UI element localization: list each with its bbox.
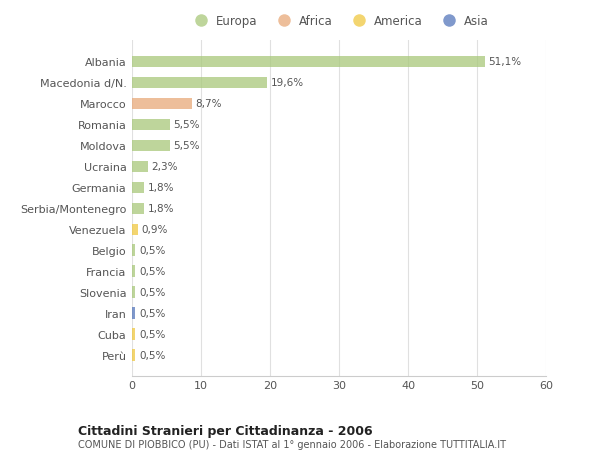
Text: 0,5%: 0,5%	[139, 246, 165, 256]
Bar	[132, 329, 136, 340]
Text: 51,1%: 51,1%	[488, 57, 521, 67]
Text: 8,7%: 8,7%	[196, 99, 222, 109]
Text: Cittadini Stranieri per Cittadinanza - 2006: Cittadini Stranieri per Cittadinanza - 2…	[78, 424, 373, 437]
Bar	[132, 161, 148, 173]
Text: 0,5%: 0,5%	[139, 330, 165, 340]
Bar	[132, 56, 485, 68]
Legend: Europa, Africa, America, Asia: Europa, Africa, America, Asia	[184, 11, 494, 33]
Bar	[132, 182, 145, 194]
Bar	[132, 98, 192, 110]
Bar	[132, 350, 136, 361]
Bar	[132, 287, 136, 298]
Bar	[132, 78, 267, 89]
Bar	[132, 308, 136, 319]
Text: 5,5%: 5,5%	[173, 141, 200, 151]
Text: 0,5%: 0,5%	[139, 267, 165, 277]
Text: 0,5%: 0,5%	[139, 288, 165, 297]
Text: 2,3%: 2,3%	[151, 162, 178, 172]
Bar	[132, 119, 170, 131]
Bar	[132, 266, 136, 277]
Bar	[132, 224, 138, 235]
Text: 1,8%: 1,8%	[148, 183, 175, 193]
Text: COMUNE DI PIOBBICO (PU) - Dati ISTAT al 1° gennaio 2006 - Elaborazione TUTTITALI: COMUNE DI PIOBBICO (PU) - Dati ISTAT al …	[78, 440, 506, 449]
Text: 5,5%: 5,5%	[173, 120, 200, 130]
Text: 0,5%: 0,5%	[139, 350, 165, 360]
Text: 0,9%: 0,9%	[142, 225, 168, 235]
Text: 0,5%: 0,5%	[139, 308, 165, 319]
Text: 19,6%: 19,6%	[271, 78, 304, 88]
Bar	[132, 140, 170, 152]
Bar	[132, 203, 145, 215]
Text: 1,8%: 1,8%	[148, 204, 175, 214]
Bar	[132, 245, 136, 257]
